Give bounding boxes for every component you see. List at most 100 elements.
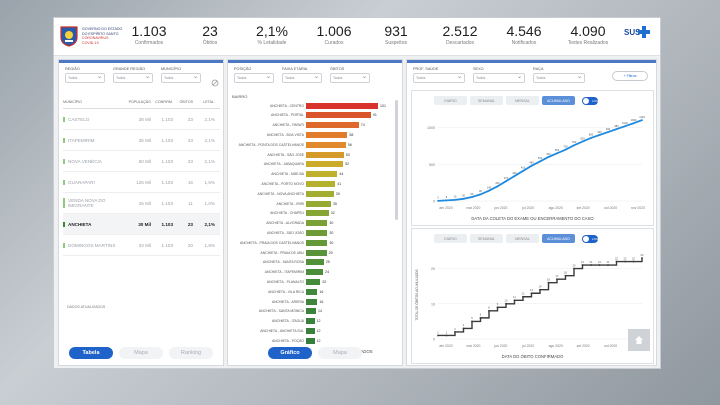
- bar-row[interactable]: ANCHIETA - PONTA DOS CASTELHANOS 56: [230, 141, 352, 148]
- bar[interactable]: [306, 161, 344, 168]
- data-point[interactable]: [615, 260, 618, 263]
- bar[interactable]: [306, 112, 371, 119]
- filter-select[interactable]: Todos: [113, 73, 153, 83]
- data-point[interactable]: [513, 175, 516, 177]
- bar-row[interactable]: ANCHIETA - PARATI 74: [230, 122, 365, 129]
- data-point[interactable]: [581, 140, 584, 143]
- data-point[interactable]: [445, 334, 448, 337]
- filter-select[interactable]: Todos: [413, 73, 465, 83]
- column-header[interactable]: POPULAÇÃO: [128, 100, 151, 104]
- bar-row[interactable]: ANCHIETA - PORTAL 91: [230, 112, 377, 119]
- bar[interactable]: [306, 102, 378, 109]
- data-point[interactable]: [530, 164, 533, 167]
- bar-row[interactable]: ANCHIETA - ITAPEMIRIM 24: [230, 269, 329, 276]
- bar-row[interactable]: ANCHIETA - SÃO JOÃO 30: [230, 229, 333, 236]
- bar-row[interactable]: ANCHIETA - BOA VISTA 58: [230, 131, 353, 138]
- data-point[interactable]: [556, 152, 558, 155]
- data-point[interactable]: [581, 264, 584, 266]
- bar-row[interactable]: ANCHIETA - ARERIA 16: [230, 298, 323, 305]
- bar[interactable]: [306, 131, 348, 138]
- data-point[interactable]: [539, 160, 541, 163]
- chart-tab-semanal[interactable]: SEMANAL: [470, 234, 503, 243]
- data-point[interactable]: [488, 309, 490, 312]
- chart-tab-diario[interactable]: DIÁRIO: [434, 96, 467, 105]
- bar-row[interactable]: ANCHIETA - POÇÃO 12: [230, 337, 321, 344]
- data-point[interactable]: [496, 185, 499, 188]
- tab-mapa[interactable]: Mapa: [318, 347, 362, 359]
- filter-prof-saude[interactable]: PROF. SAÚDE Todos: [413, 67, 465, 83]
- data-point[interactable]: [632, 260, 635, 263]
- bar-row[interactable]: ANCHIETA - PRAIA DE UBU 29: [230, 249, 333, 256]
- table-row[interactable]: NOVA VENÉCIA 50 Mil 1.103 23 2,1%: [63, 151, 220, 172]
- chart-tab-semanal[interactable]: SEMANAL: [470, 96, 503, 105]
- bar[interactable]: [306, 200, 331, 207]
- data-point[interactable]: [437, 199, 439, 202]
- filter-grande-regiao[interactable]: GRANDE REGIÃO Todos: [113, 67, 153, 83]
- more-filters-button[interactable]: + Filtros: [612, 71, 648, 81]
- data-point[interactable]: [462, 197, 465, 200]
- data-point[interactable]: [505, 180, 507, 183]
- bar-row[interactable]: ANCHIETA - CENTRO 101: [230, 102, 386, 109]
- series-line[interactable]: [438, 258, 643, 337]
- bar[interactable]: [306, 278, 321, 285]
- data-point[interactable]: [530, 292, 533, 295]
- data-point[interactable]: [522, 295, 524, 298]
- column-header[interactable]: ÓBITOS: [179, 100, 193, 104]
- table-row[interactable]: ITAPEMIRIM 35 Mil 1.103 23 2,1%: [63, 130, 220, 151]
- bar-row[interactable]: ANCHIETA - VILA RICA 16: [230, 288, 323, 295]
- data-point[interactable]: [496, 306, 499, 309]
- bar[interactable]: [306, 249, 327, 256]
- bar-row[interactable]: ANCHIETA - ALVORADA 30: [230, 220, 333, 227]
- bar[interactable]: [306, 298, 318, 305]
- table-row[interactable]: VENDA NOVA DO IMIGRANTE 25 Mil 1.103 11 1,0%: [63, 193, 220, 214]
- data-point[interactable]: [624, 125, 626, 128]
- bar[interactable]: [306, 141, 346, 148]
- bar-row[interactable]: ANCHIETA - CHAPÉU 32: [230, 210, 335, 217]
- column-header[interactable]: CONFIRM.: [155, 100, 173, 104]
- bar-row[interactable]: ANCHIETA - SÃO JOSÉ 53: [230, 151, 350, 158]
- data-point[interactable]: [556, 278, 558, 281]
- data-point[interactable]: [598, 134, 601, 136]
- data-point[interactable]: [454, 199, 456, 201]
- bar[interactable]: [306, 239, 328, 246]
- chart-tab-acumulado[interactable]: ACUMULADO: [542, 234, 575, 243]
- bar-row[interactable]: ANCHIETA - PLANALTO 20: [230, 278, 326, 285]
- data-point[interactable]: [573, 267, 575, 270]
- filter-select[interactable]: Todos: [282, 73, 322, 83]
- data-point[interactable]: [590, 264, 592, 266]
- bar-row[interactable]: ANCHIETA - SANTA MÔNICA 14: [230, 308, 322, 315]
- chart-tab-mensal[interactable]: MENSAL: [506, 234, 539, 243]
- scrollbar[interactable]: [395, 100, 398, 220]
- data-point[interactable]: [471, 196, 473, 198]
- bar[interactable]: [306, 171, 338, 178]
- bar-row[interactable]: ANCHIETA - PORTO NOVO 41: [230, 180, 341, 187]
- bar[interactable]: [306, 269, 324, 276]
- data-point[interactable]: [454, 331, 456, 333]
- filter-select[interactable]: Todos: [161, 73, 201, 83]
- data-point[interactable]: [641, 257, 643, 259]
- filter-select[interactable]: Todos: [65, 73, 105, 83]
- bar[interactable]: [306, 122, 359, 129]
- filter-regiao[interactable]: REGIÃO Todos: [65, 67, 105, 83]
- bar[interactable]: [306, 318, 315, 325]
- filter-faixa-etaria[interactable]: FAIXA ETÁRIA Todos: [282, 67, 322, 83]
- bar-row[interactable]: ANCHIETA - ANCHIETA SUL 12: [230, 327, 321, 334]
- bar-row[interactable]: ANCHIETA - JABAQUARA 52: [230, 161, 349, 168]
- table-row[interactable]: CASTELO 38 Mil 1.103 23 2,1%: [63, 109, 220, 130]
- filter-select[interactable]: Todos: [330, 73, 370, 83]
- bar[interactable]: [306, 308, 316, 315]
- bar-row[interactable]: ANCHIETA - ITAGUÁ 12: [230, 318, 321, 325]
- bar[interactable]: [306, 190, 334, 197]
- filter-raca[interactable]: RAÇA Todos: [533, 67, 585, 83]
- filter-select[interactable]: Todos: [533, 73, 585, 83]
- filter-municipio[interactable]: MUNICÍPIO Todos: [161, 67, 201, 83]
- eraser-icon[interactable]: [211, 79, 219, 87]
- log-scale-toggle[interactable]: LOG: [582, 96, 598, 105]
- table-row[interactable]: DOMINGOS MARTINS 33 Mil 1.103 20 1,8%: [63, 235, 220, 256]
- data-point[interactable]: [607, 264, 609, 266]
- data-point[interactable]: [522, 170, 524, 172]
- data-point[interactable]: [479, 193, 482, 196]
- data-point[interactable]: [488, 189, 490, 192]
- filter-posicao[interactable]: POSIÇÃO Todos: [234, 67, 274, 83]
- table-row[interactable]: GUARAPARI 125 Mil 1.103 16 1,5%: [63, 172, 220, 193]
